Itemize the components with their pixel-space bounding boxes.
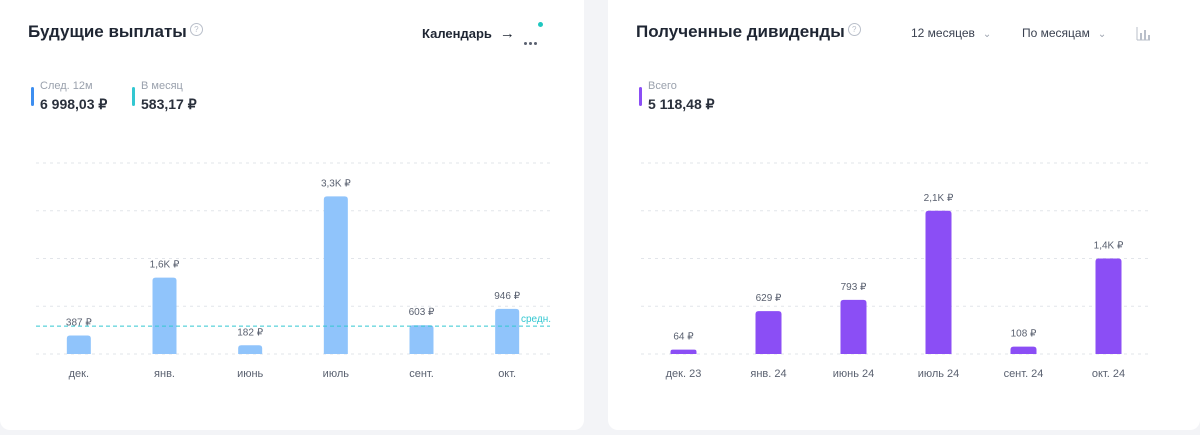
chart-bar: [925, 210, 952, 354]
stat-label: След. 12м: [40, 80, 93, 92]
x-axis-tick-label: янв.: [154, 368, 175, 380]
future-payments-title: Будущие выплаты?: [28, 22, 203, 42]
help-icon[interactable]: ?: [847, 23, 861, 36]
stat-label: Всего: [648, 80, 677, 92]
chart-bar: [152, 277, 177, 354]
help-icon[interactable]: ?: [189, 23, 203, 36]
received-dividends-title: Полученные дивиденды?: [636, 22, 861, 42]
future-payments-title-text: Будущие выплаты: [28, 22, 187, 41]
x-axis-tick-label: июнь: [237, 368, 263, 380]
more-dots-icon: [524, 32, 539, 50]
chart-bar: [495, 308, 520, 354]
bar-data-label: 64 ₽: [673, 332, 694, 343]
bar-data-label: 3,3K ₽: [321, 178, 351, 189]
chart-bar: [1095, 258, 1122, 354]
period-dropdown[interactable]: 12 месяцев ⌄: [911, 26, 991, 40]
notification-dot: [538, 22, 543, 27]
bar-data-label: 793 ₽: [841, 282, 867, 293]
chart-bar: [323, 196, 348, 354]
chart-bar: [238, 345, 263, 354]
stat-value: 583,17 ₽: [141, 96, 197, 112]
bar-data-label: 946 ₽: [494, 291, 520, 302]
stat-next-12m: След. 12м 6 998,03 ₽: [31, 80, 107, 113]
stat-color-bar: [639, 87, 642, 106]
calendar-link[interactable]: Календарь →: [422, 25, 515, 42]
x-axis-tick-label: дек. 23: [666, 368, 702, 380]
average-line-label: средн.: [521, 314, 551, 325]
x-axis-tick-label: янв. 24: [750, 368, 786, 380]
x-axis-tick-label: окт.: [498, 368, 516, 380]
grouping-dropdown-value: По месяцам: [1022, 26, 1090, 40]
chevron-down-icon: ⌄: [1097, 29, 1107, 40]
grouping-dropdown[interactable]: По месяцам ⌄: [1022, 26, 1106, 40]
x-axis-tick-label: дек.: [69, 368, 89, 380]
received-dividends-card: Полученные дивиденды? 12 месяцев ⌄ По мес…: [608, 0, 1200, 430]
bar-data-label: 1,4K ₽: [1094, 241, 1124, 252]
bar-data-label: 387 ₽: [66, 318, 92, 329]
received-dividends-chart: 64 ₽ дек. 23 629 ₽ янв. 24 793 ₽ июнь 24 2,1K …: [641, 162, 1151, 380]
x-axis-tick-label: июль: [323, 368, 350, 380]
bar-chart-icon[interactable]: [1136, 27, 1150, 41]
bar-data-label: 2,1K ₽: [924, 193, 954, 204]
x-axis-tick-label: сент.: [409, 368, 434, 380]
more-options-button[interactable]: [522, 22, 543, 45]
x-axis-tick-label: июнь 24: [833, 368, 875, 380]
received-dividends-title-text: Полученные дивиденды: [636, 22, 845, 41]
stat-label: В месяц: [141, 80, 183, 92]
chart-bar: [840, 299, 867, 354]
stat-color-bar: [31, 87, 34, 106]
future-payments-chart: 387 ₽ дек. 1,6K ₽ янв. 182 ₽ июнь 3,3K ₽ июль 60…: [36, 162, 551, 380]
chart-bar: [66, 335, 91, 354]
calendar-link-label: Календарь: [422, 26, 492, 41]
bar-data-label: 108 ₽: [1011, 329, 1037, 340]
x-axis-tick-label: сент. 24: [1004, 368, 1044, 380]
stat-value: 5 118,48 ₽: [648, 96, 715, 112]
x-axis-tick-label: июль 24: [918, 368, 960, 380]
stat-per-month: В месяц 583,17 ₽: [132, 80, 197, 113]
arrow-right-icon: →: [499, 25, 515, 42]
stat-value: 6 998,03 ₽: [40, 96, 108, 112]
x-axis-tick-label: окт. 24: [1092, 368, 1125, 380]
chart-bar: [1010, 346, 1037, 354]
bar-data-label: 1,6K ₽: [150, 260, 180, 271]
chart-bar: [409, 325, 434, 354]
stat-color-bar: [132, 87, 135, 106]
chart-bar: [755, 311, 782, 354]
bar-data-label: 629 ₽: [756, 293, 782, 304]
period-dropdown-value: 12 месяцев: [911, 26, 975, 40]
chart-bar: [670, 349, 697, 354]
bar-data-label: 603 ₽: [409, 307, 435, 318]
bar-data-label: 182 ₽: [237, 327, 263, 338]
future-payments-card: Будущие выплаты? Календарь → След. 12м 6 …: [0, 0, 584, 430]
chevron-down-icon: ⌄: [982, 29, 992, 40]
stat-total: Всего 5 118,48 ₽: [639, 80, 715, 113]
